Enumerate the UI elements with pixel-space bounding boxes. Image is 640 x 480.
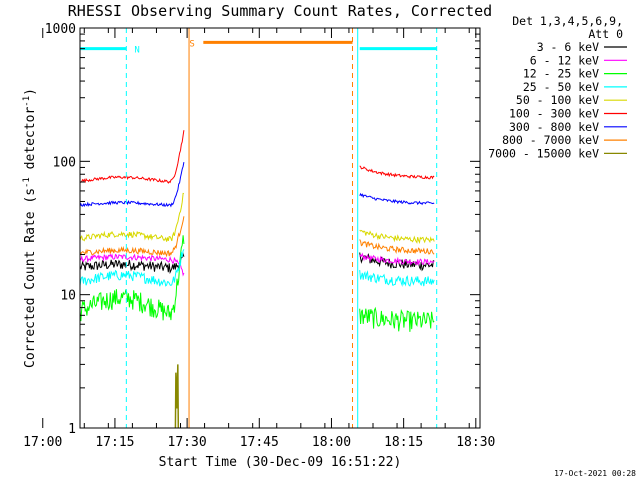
y-tick-label: 1 [68, 422, 76, 437]
x-tick-label: 17:15 [95, 435, 134, 450]
legend-entry-label: 3 - 6 keV [537, 40, 599, 54]
series-line-3 [79, 249, 185, 287]
x-axis-label: Start Time (30-Dec-09 16:51:22) [159, 455, 402, 470]
series-line-6 [79, 162, 185, 208]
axes: 1 10 100 1000 17:00 17:15 17:30 17:45 18:00 18:15… [23, 22, 495, 450]
legend-entry-label: 12 - 25 keV [523, 67, 599, 81]
x-tick-label: 18:00 [312, 435, 351, 450]
legend-header: Att 0 [588, 27, 623, 41]
x-tick-label: 18:15 [384, 435, 423, 450]
series-line-tail-4 [359, 229, 435, 245]
y-tick-label: 100 [53, 155, 76, 170]
series-line-5 [79, 130, 185, 184]
x-tick-label: 17:30 [168, 435, 207, 450]
series-line-2 [79, 235, 185, 322]
annotation-label-N: N [134, 46, 139, 56]
series-line-tail-6 [359, 192, 435, 206]
legend-entry-label: 25 - 50 keV [523, 80, 599, 94]
x-tick-label: 17:00 [23, 435, 62, 450]
legend-entry-label: 100 - 300 keV [509, 107, 599, 121]
series-line-1 [79, 253, 185, 277]
chart-title: RHESSI Observing Summary Count Rates, Co… [68, 2, 492, 20]
y-tick-label: 1000 [45, 22, 76, 37]
series-line-tail-5 [359, 165, 435, 180]
legend-entry-label: 7000 - 15000 keV [488, 146, 599, 160]
legend-entry-label: 50 - 100 keV [516, 93, 599, 107]
series-line-8 [174, 364, 180, 429]
timestamp: 17-Oct-2021 00:28 [554, 469, 636, 478]
plot-area: NS [79, 28, 438, 429]
legend-header: Det 1,3,4,5,6,9, [512, 14, 623, 28]
annotation-label-S: S [189, 39, 194, 49]
series-line-tail-1 [359, 252, 435, 266]
legend-entry-label: 6 - 12 keV [530, 53, 599, 67]
series-line-7 [79, 216, 185, 258]
series-line-0 [79, 252, 185, 275]
y-axis-label: Corrected Count Rate (s-1 detector-1) [22, 88, 38, 368]
plot-frame [79, 27, 481, 429]
series-line-tail-2 [359, 306, 435, 332]
x-tick-label: 18:30 [456, 435, 495, 450]
legend-entry-label: 300 - 800 keV [509, 120, 599, 134]
x-tick-label: 17:45 [240, 435, 279, 450]
series-line-4 [79, 192, 184, 242]
series-line-tail-3 [359, 270, 435, 287]
legend-entry-label: 800 - 7000 keV [502, 133, 599, 147]
series-line-tail-7 [359, 239, 435, 255]
y-tick-label: 10 [60, 289, 76, 304]
